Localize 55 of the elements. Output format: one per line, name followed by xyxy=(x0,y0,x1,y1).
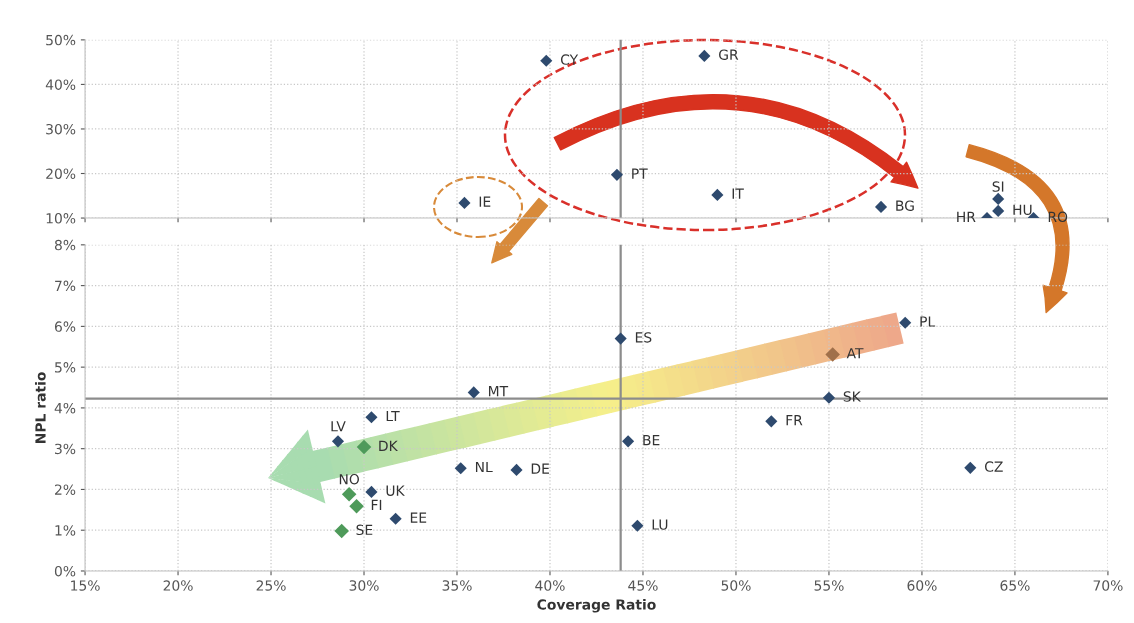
x-tick-label: 15% xyxy=(71,580,100,591)
annotation: LU xyxy=(652,519,668,530)
annotation: NL xyxy=(475,461,493,473)
annotation: MT xyxy=(488,386,509,397)
annotation: ES xyxy=(635,332,652,343)
x-tick-label: 40% xyxy=(535,580,565,591)
y-tick-label: 1% xyxy=(55,525,76,536)
y-tick-label: 30% xyxy=(46,123,76,135)
x-tick-label: 55% xyxy=(814,580,844,591)
x-axis-title: Coverage Ratio xyxy=(537,599,656,613)
x-tick-label: 70% xyxy=(1093,580,1123,591)
annotation: FR xyxy=(786,415,803,426)
annotation: PT xyxy=(632,168,648,179)
annotation: HR xyxy=(957,211,976,222)
annotation: CY xyxy=(560,54,579,65)
y-tick-label: 40% xyxy=(45,79,76,90)
x-tick-label: 65% xyxy=(1000,580,1030,591)
x-tick-label: 45% xyxy=(628,580,658,591)
x-tick-label: 35% xyxy=(442,580,472,591)
x-tick-label: 60% xyxy=(907,580,937,591)
annotation: HU xyxy=(1013,204,1032,215)
y-tick-label: 6% xyxy=(54,321,76,332)
annotation: SE xyxy=(356,524,373,536)
y-tick-label: 7% xyxy=(55,280,76,292)
annotation: SI xyxy=(992,181,1004,192)
y-tick-label: 2% xyxy=(55,484,76,495)
annotation: BE xyxy=(643,435,660,446)
y-tick-label: 5% xyxy=(55,362,76,373)
y-tick-label: 0% xyxy=(54,565,76,577)
y-tick-label: 10% xyxy=(46,213,76,224)
y-tick-label: 4% xyxy=(54,402,76,414)
annotation: BG xyxy=(896,200,914,211)
annotation: EE xyxy=(410,512,427,523)
annotation: CZ xyxy=(984,461,1003,472)
annotation: FI xyxy=(371,499,382,510)
annotation: LV xyxy=(331,421,346,432)
y-tick-label: 8% xyxy=(54,239,76,251)
annotation: NO xyxy=(339,473,360,485)
y-tick-label: 3% xyxy=(55,443,76,455)
annotation: GR xyxy=(719,49,739,60)
annotation: SK xyxy=(843,391,862,402)
y-tick-label: 20% xyxy=(46,168,76,179)
y-axis-title: NPL ratio xyxy=(34,372,46,443)
annotation: PL xyxy=(920,316,936,327)
annotation: IE xyxy=(479,196,491,207)
y-tick-label: 50% xyxy=(46,34,76,46)
annotation: IT xyxy=(732,188,744,199)
x-tick-label: 30% xyxy=(349,580,379,591)
annotation: LT xyxy=(386,410,400,422)
x-tick-label: 20% xyxy=(163,580,193,591)
x-tick-label: 25% xyxy=(256,580,286,591)
x-tick-label: 50% xyxy=(721,580,751,591)
annotation: DK xyxy=(379,440,398,451)
annotation: DE xyxy=(531,463,549,474)
annotation: UK xyxy=(386,485,405,496)
